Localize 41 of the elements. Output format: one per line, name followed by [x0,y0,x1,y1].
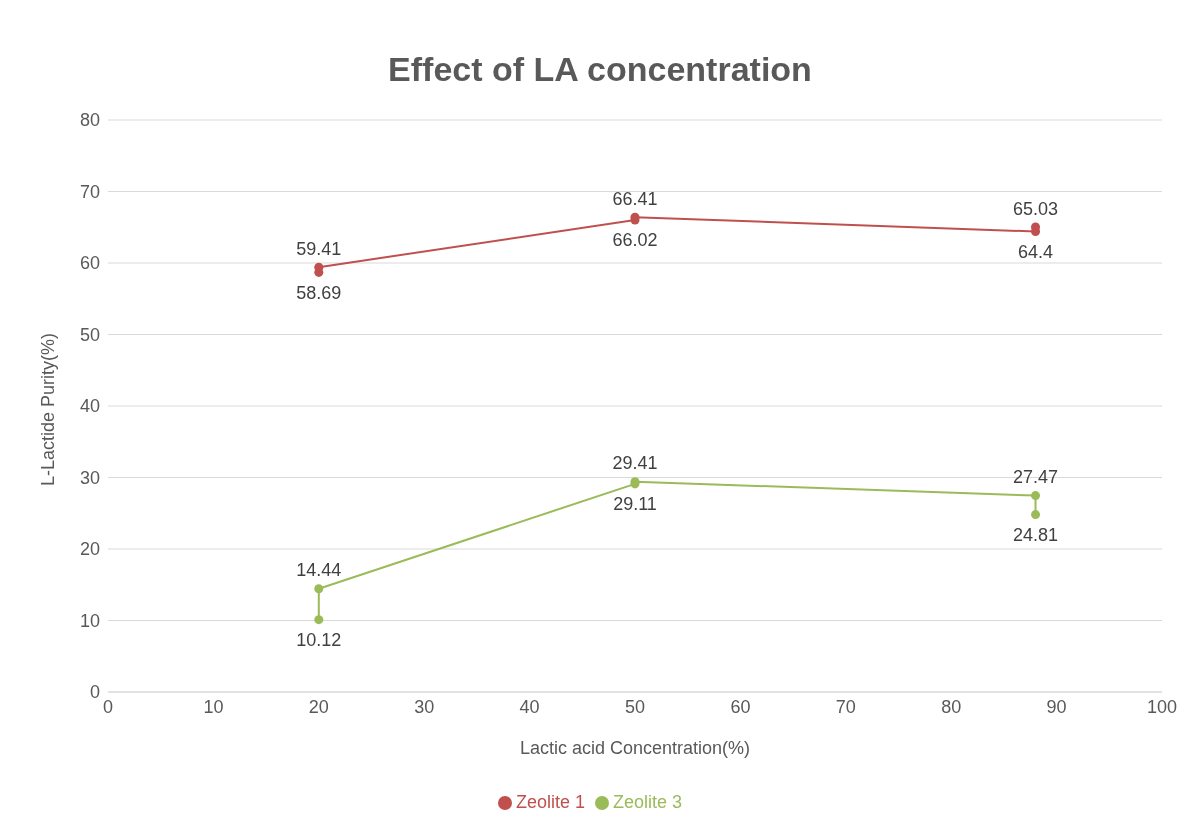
x-tick-label: 70 [835,696,856,717]
data-label: 65.03 [1013,198,1059,219]
data-label: 59.41 [296,238,342,259]
chart-title: Effect of LA concentration [387,49,813,90]
data-label: 10.12 [296,630,342,651]
y-tick-label: 0 [89,682,100,703]
data-label: 66.41 [612,188,658,209]
legend-label: Zeolite 1 [515,792,585,812]
x-tick-label: 30 [414,696,435,717]
data-label: 29.41 [612,453,658,474]
data-label: 14.44 [296,560,342,581]
y-tick-label: 80 [79,110,100,131]
x-tick-label: 20 [308,696,329,717]
data-label: 58.69 [296,282,342,303]
x-tick-label: 10 [203,696,224,717]
y-tick-label: 10 [79,610,100,631]
legend-label: Zeolite 3 [613,792,683,812]
data-label: 66.02 [612,230,658,251]
data-label: 24.81 [1013,525,1059,546]
point [314,584,324,594]
x-tick-label: 0 [102,696,114,717]
x-tick-label: 60 [730,696,751,717]
x-axis-title: Lactic acid Concentration(%) [519,738,751,758]
y-axis-title: L-Lactide Purity(%) [38,332,59,486]
data-label: 29.11 [613,494,657,515]
data-label: 64.4 [1018,242,1054,263]
y-tick-label: 40 [79,396,100,417]
y-tick-label: 60 [79,253,100,274]
x-tick-label: 90 [1046,696,1067,717]
y-tick-label: 30 [79,467,100,488]
x-tick-label: 50 [624,696,646,717]
y-tick-label: 20 [79,539,100,560]
y-tick-label: 70 [79,181,100,202]
data-label: 27.47 [1013,467,1059,488]
point [314,615,324,625]
x-tick-label: 100 [1146,696,1178,717]
point [1031,510,1041,520]
y-tick-label: 50 [79,324,100,345]
x-tick-label: 40 [519,696,540,717]
x-tick-label: 80 [941,696,962,717]
point [1031,491,1041,501]
